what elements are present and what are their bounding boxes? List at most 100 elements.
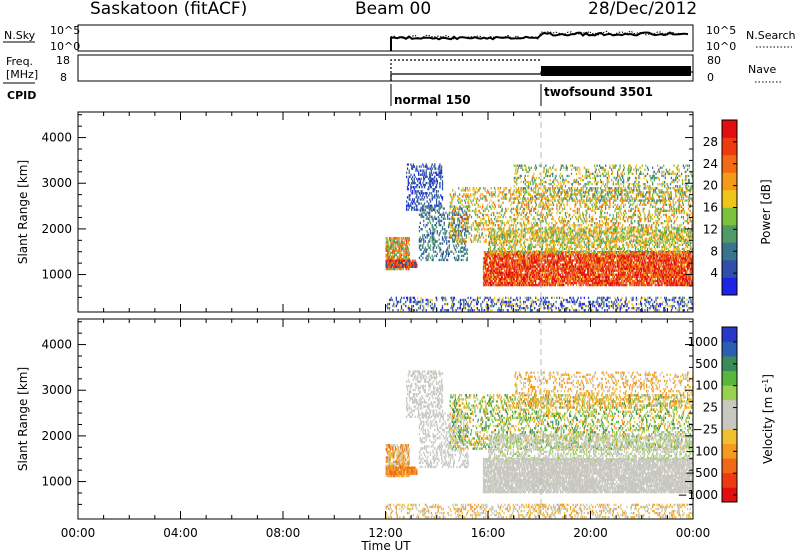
power-data-cell	[466, 258, 468, 262]
power-data-cell	[405, 267, 407, 271]
power-data-cell	[426, 175, 428, 179]
power-data-cell	[593, 203, 596, 206]
power-data-cell	[608, 207, 610, 211]
power-data-cell	[652, 187, 654, 190]
power-data-cell	[464, 195, 467, 198]
power-data-cell	[437, 194, 439, 197]
power-data-cell	[398, 265, 400, 269]
power-data-cell	[498, 275, 500, 279]
power-data-cell	[566, 203, 568, 206]
power-data-cell	[517, 201, 520, 204]
power-data-cell	[453, 252, 455, 255]
power-data-cell	[429, 206, 431, 209]
power-data-cell	[464, 228, 466, 231]
power-data-cell	[669, 193, 671, 196]
power-data-cell	[644, 217, 646, 221]
power-data-cell	[679, 203, 681, 206]
power-data-cell	[661, 189, 663, 192]
power-data-cell	[527, 197, 529, 200]
power-data-cell	[429, 175, 431, 179]
power-data-cell	[469, 195, 471, 198]
power-data-cell	[574, 203, 576, 206]
power-data-cell	[645, 197, 647, 200]
power-data-cell	[662, 222, 664, 225]
power-data-cell	[502, 201, 504, 204]
power-data-cell	[396, 267, 398, 271]
power-data-cell	[590, 217, 592, 221]
power-data-cell	[526, 269, 528, 272]
power-data-cell	[412, 165, 415, 168]
power-data-cell	[523, 207, 526, 211]
power-data-cell	[408, 169, 410, 172]
power-data-cell	[609, 201, 611, 204]
power-data-cell	[459, 230, 462, 233]
power-data-cell	[474, 226, 476, 229]
power-data-cell	[561, 201, 563, 204]
power-data-cell	[434, 228, 436, 231]
power-data-cell	[569, 189, 571, 192]
power-data-cell	[576, 209, 579, 213]
power-data-cell	[457, 222, 459, 225]
power-data-cell	[558, 269, 560, 272]
power-data-cell	[570, 267, 573, 270]
power-data-cell	[429, 238, 431, 241]
power-data-cell	[510, 193, 512, 196]
power-data-cell	[558, 277, 561, 281]
power-data-cell	[574, 187, 576, 190]
power-data-cell	[428, 194, 430, 197]
power-data-cell	[441, 205, 443, 208]
power-data-cell	[400, 261, 402, 264]
power-data-cell	[435, 186, 437, 189]
power-data-cell	[617, 191, 620, 194]
power-data-cell	[535, 191, 537, 194]
power-data-cell	[433, 238, 435, 241]
power-data-cell	[511, 228, 514, 231]
power-data-cell	[458, 236, 460, 239]
power-data-cell	[573, 209, 575, 213]
power-data-cell	[385, 237, 387, 240]
power-data-cell	[487, 279, 489, 283]
power-data-cell	[457, 258, 459, 262]
power-data-cell	[627, 197, 629, 200]
power-data-cell	[434, 206, 436, 209]
power-data-cell	[441, 198, 444, 201]
power-data-cell	[420, 206, 422, 209]
power-data-cell	[395, 253, 397, 256]
power-data-cell	[506, 220, 509, 223]
power-data-cell	[406, 171, 408, 174]
power-data-cell	[499, 215, 501, 219]
power-data-cell	[438, 173, 440, 176]
power-data-cell	[561, 217, 563, 221]
power-data-cell	[467, 201, 469, 204]
power-data-cell	[634, 197, 636, 200]
power-data-cell	[454, 236, 456, 239]
power-data-cell	[408, 243, 410, 246]
power-data-cell	[406, 263, 409, 266]
nsky-tick-top: 10^5	[50, 24, 80, 37]
power-data-cell	[399, 247, 401, 250]
power-data-cell	[431, 205, 433, 208]
power-data-cell	[406, 249, 408, 252]
power-data-cell	[402, 267, 404, 271]
power-data-cell	[605, 201, 607, 204]
power-data-cell	[528, 222, 530, 225]
power-data-cell	[666, 224, 668, 227]
power-data-cell	[458, 234, 460, 237]
power-data-cell	[619, 222, 621, 225]
power-data-cell	[398, 257, 400, 261]
power-data-cell	[423, 171, 426, 174]
power-data-cell	[445, 254, 447, 258]
power-data-cell	[393, 255, 395, 258]
power-data-cell	[668, 209, 670, 213]
power-data-cell	[541, 273, 544, 276]
power-data-cell	[474, 234, 476, 237]
power-data-cell	[455, 223, 457, 227]
power-data-cell	[431, 225, 433, 229]
power-data-cell	[658, 224, 660, 227]
power-data-cell	[539, 201, 541, 204]
power-data-cell	[402, 253, 404, 256]
power-data-cell	[595, 205, 597, 208]
power-data-cell	[435, 183, 438, 187]
power-data-cell	[461, 217, 463, 221]
power-data-cell	[611, 232, 614, 235]
